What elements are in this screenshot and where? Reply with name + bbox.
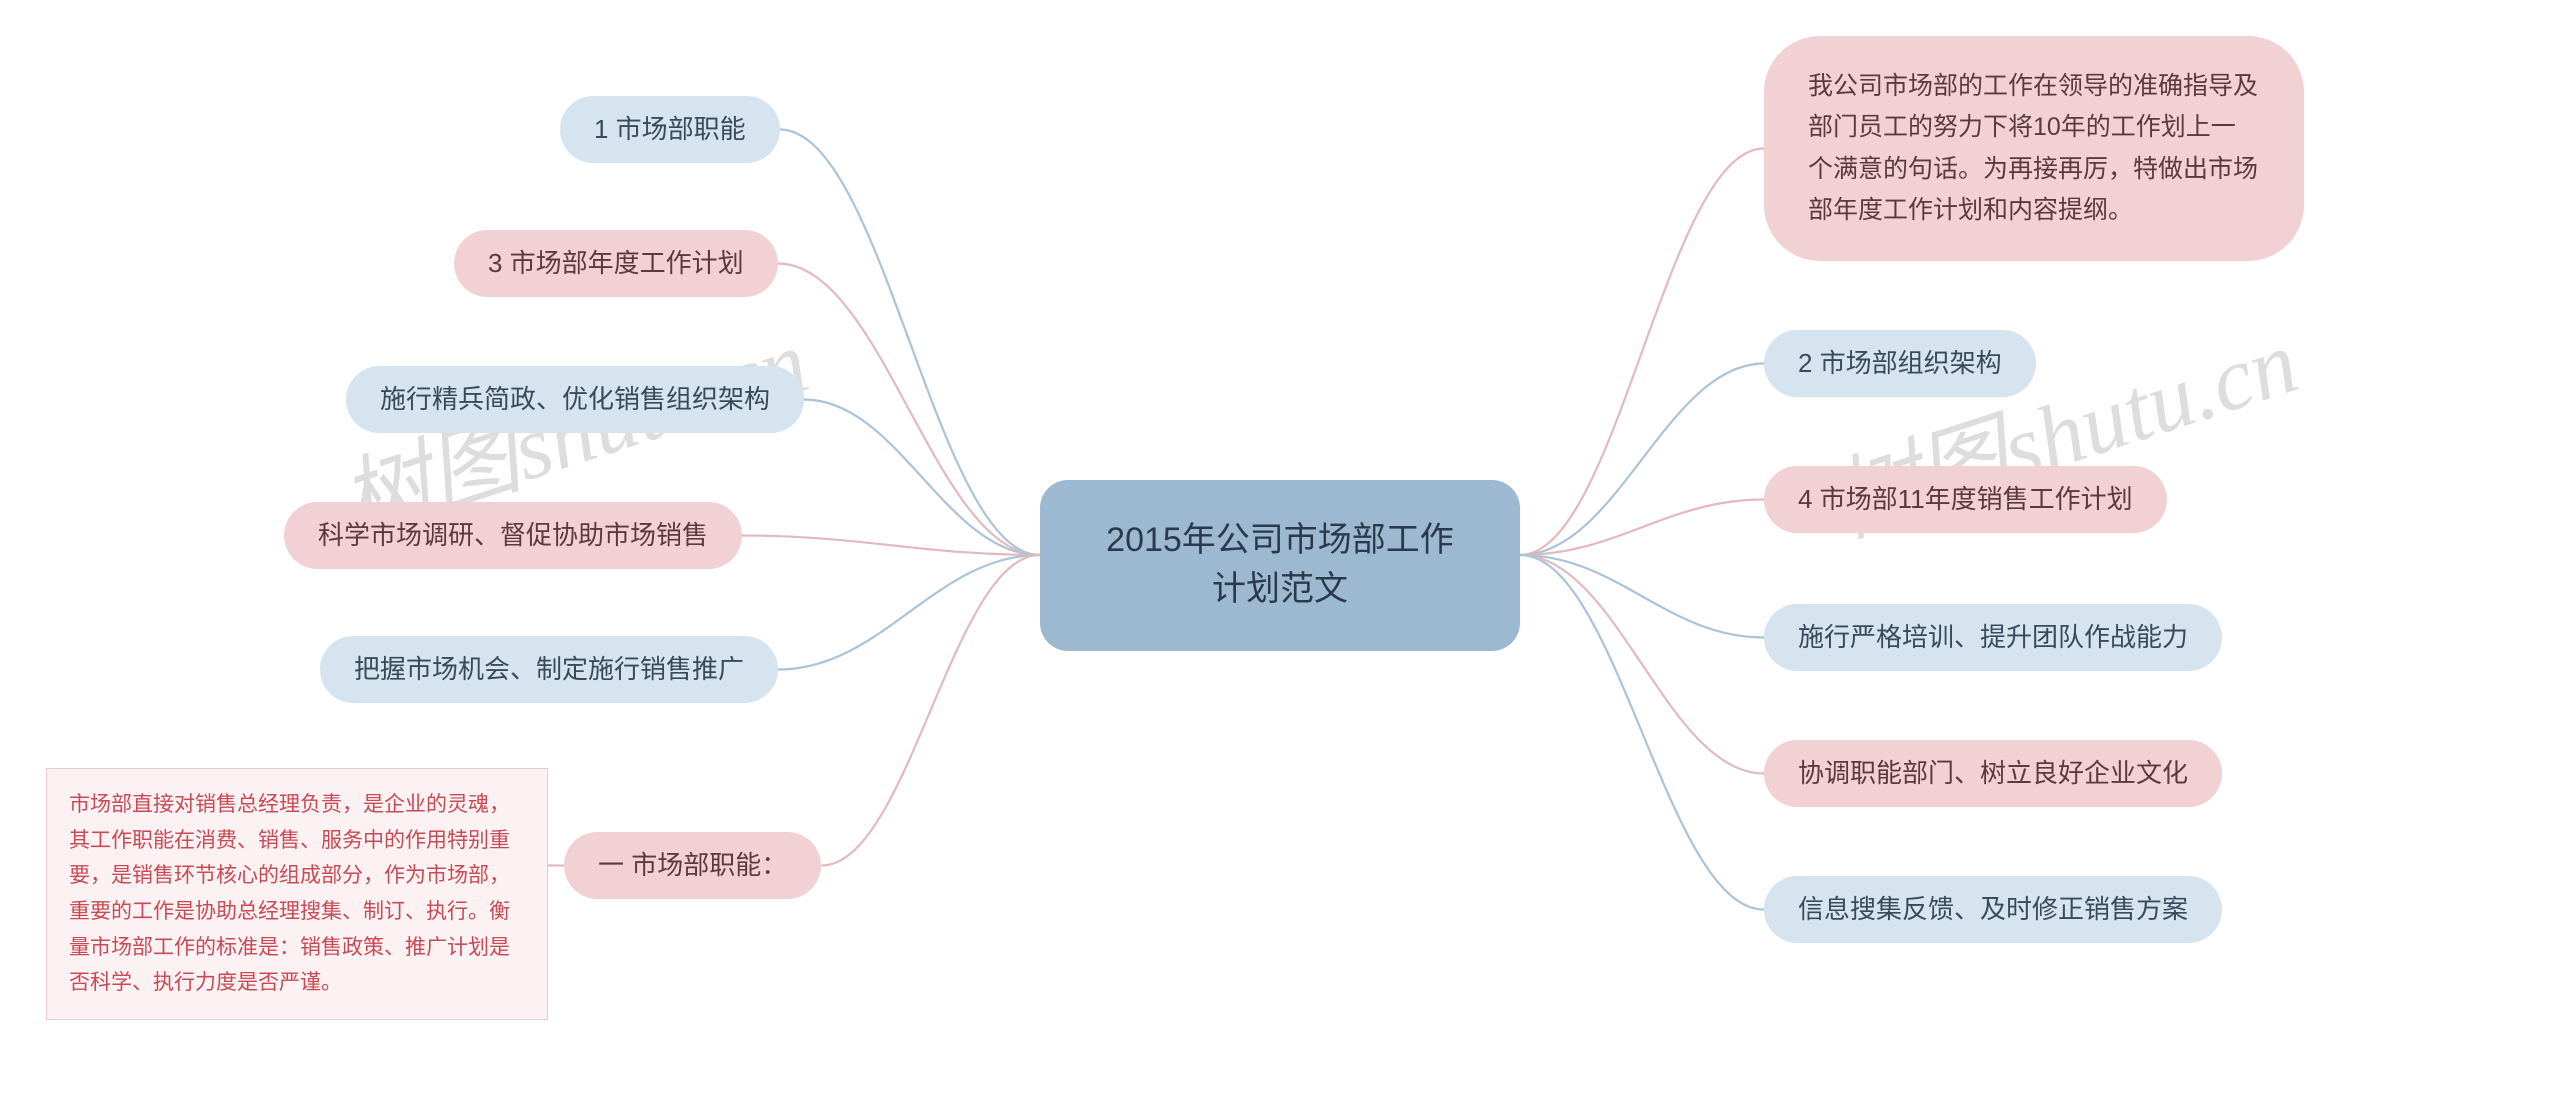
center-node: 2015年公司市场部工作计划范文 xyxy=(1040,480,1520,651)
right-node-4: 施行严格培训、提升团队作战能力 xyxy=(1764,604,2222,671)
detail-box: 市场部直接对销售总经理负责，是企业的灵魂，其工作职能在消费、销售、服务中的作用特… xyxy=(46,768,548,1020)
right-paragraph-node: 我公司市场部的工作在领导的准确指导及部门员工的努力下将10年的工作划上一个满意的… xyxy=(1764,36,2304,261)
left-node-4: 科学市场调研、督促协助市场销售 xyxy=(284,502,742,569)
left-node-5: 把握市场机会、制定施行销售推广 xyxy=(320,636,778,703)
right-node-6: 信息搜集反馈、及时修正销售方案 xyxy=(1764,876,2222,943)
right-node-3: 4 市场部11年度销售工作计划 xyxy=(1764,466,2167,533)
left-node-6: 一 市场部职能： xyxy=(564,832,821,899)
right-node-2: 2 市场部组织架构 xyxy=(1764,330,2036,397)
left-node-1: 1 市场部职能 xyxy=(560,96,780,163)
left-node-2: 3 市场部年度工作计划 xyxy=(454,230,778,297)
right-node-5: 协调职能部门、树立良好企业文化 xyxy=(1764,740,2222,807)
left-node-3: 施行精兵简政、优化销售组织架构 xyxy=(346,366,804,433)
